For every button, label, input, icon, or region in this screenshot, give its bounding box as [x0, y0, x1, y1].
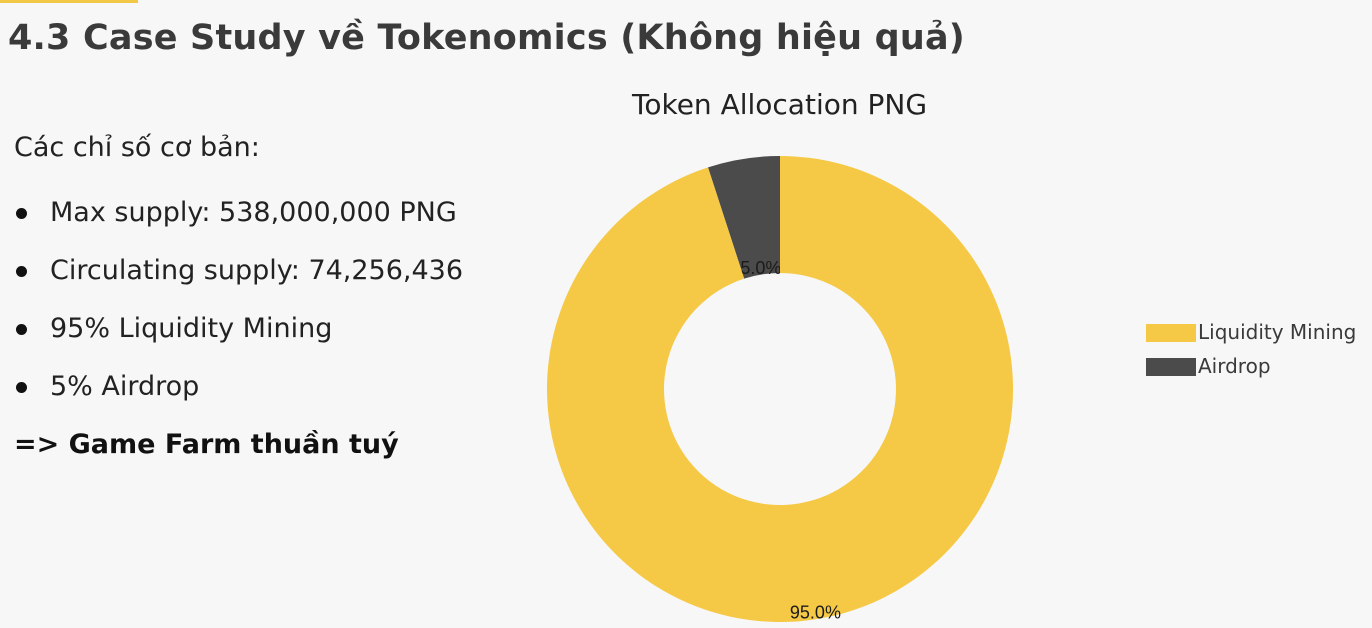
list-item: 95% Liquidity Mining [14, 313, 534, 344]
list-item-text: Circulating supply: 74,256,436 [50, 255, 464, 286]
metrics-heading: Các chỉ số cơ bản: [14, 132, 260, 163]
list-item: Circulating supply: 74,256,436 [14, 255, 534, 286]
bullet-icon [16, 208, 27, 219]
data-label-liquidity-mining: 95.0% [790, 603, 841, 623]
donut-chart: 5.0% 95.0% [547, 156, 1013, 623]
legend-label-airdrop: Airdrop [1198, 354, 1271, 378]
legend-item-airdrop: Airdrop [1146, 354, 1372, 378]
list-item-text: 95% Liquidity Mining [50, 313, 333, 344]
bullet-icon [16, 382, 27, 393]
chart-legend: Liquidity Mining Airdrop [1146, 320, 1372, 388]
chart-title: Token Allocation PNG [632, 88, 928, 121]
title-accent-bar [0, 0, 138, 3]
metrics-panel: Các chỉ số cơ bản: Max supply: 538,000,0… [14, 132, 534, 460]
conclusion-text: => Game Farm thuần tuý [14, 429, 399, 460]
metrics-list: Max supply: 538,000,000 PNG Circulating … [14, 197, 534, 402]
list-item: 5% Airdrop [14, 371, 534, 402]
slice-airdrop [707, 156, 780, 279]
page-title: 4.3 Case Study về Tokenomics (Không hiệu… [8, 18, 966, 58]
token-allocation-chart: Token Allocation PNG 5.0% 95.0% Liquidity… [520, 82, 1372, 628]
list-item-text: 5% Airdrop [50, 371, 200, 402]
slice-liquidity-mining [547, 156, 1013, 622]
legend-label-liquidity-mining: Liquidity Mining [1198, 320, 1357, 344]
legend-swatch-liquidity-mining [1146, 324, 1196, 342]
list-item-text: Max supply: 538,000,000 PNG [50, 197, 457, 228]
data-label-airdrop: 5.0% [740, 258, 781, 278]
bullet-icon [16, 324, 27, 335]
bullet-icon [16, 266, 27, 277]
list-item: Max supply: 538,000,000 PNG [14, 197, 534, 228]
legend-item-liquidity-mining: Liquidity Mining [1146, 320, 1372, 344]
legend-swatch-airdrop [1146, 358, 1196, 376]
